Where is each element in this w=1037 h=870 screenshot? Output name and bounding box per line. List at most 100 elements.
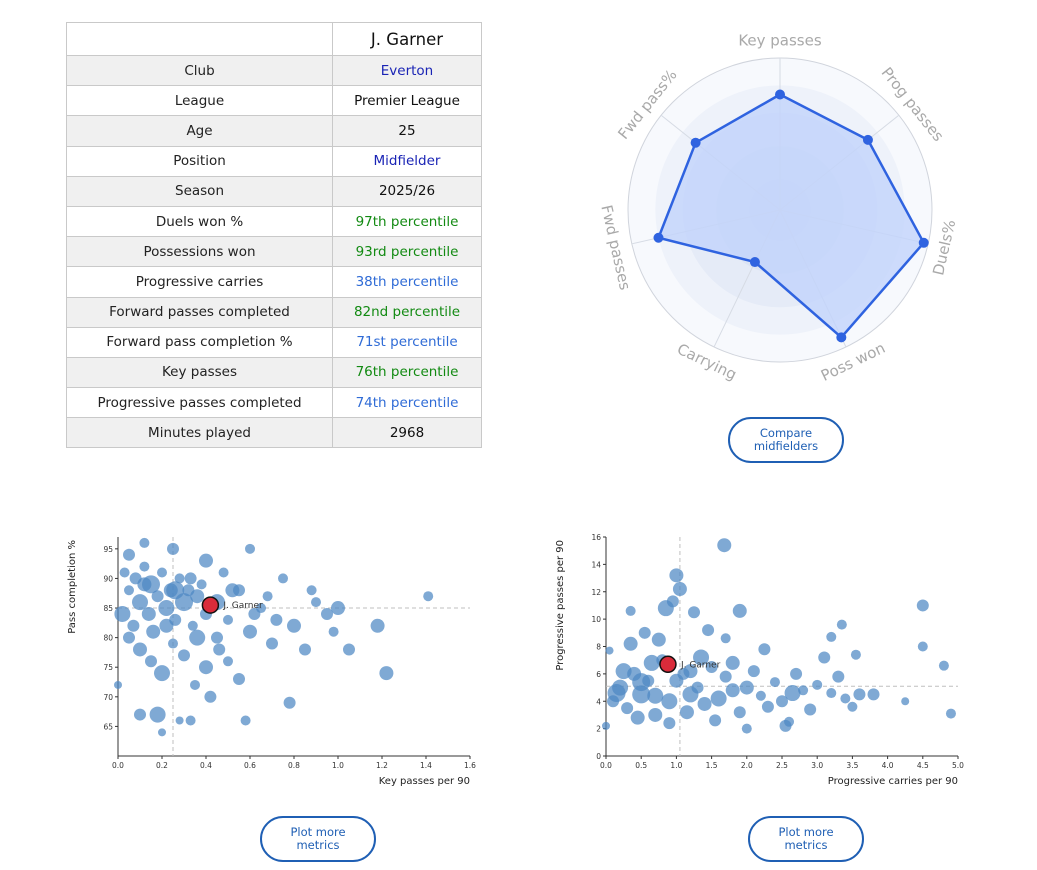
- scatter-point[interactable]: [328, 626, 339, 637]
- scatter-point[interactable]: [938, 660, 949, 671]
- scatter-point[interactable]: [299, 643, 311, 656]
- scatter-point[interactable]: [679, 705, 694, 720]
- scatter-point[interactable]: [720, 633, 731, 644]
- radar-point-carrying[interactable]: [749, 257, 760, 268]
- scatter-point[interactable]: [119, 567, 130, 578]
- scatter-point[interactable]: [196, 579, 207, 590]
- scatter-point[interactable]: [190, 679, 200, 690]
- scatter-point[interactable]: [840, 693, 851, 704]
- scatter-point[interactable]: [306, 585, 317, 596]
- scatter-point[interactable]: [826, 688, 837, 699]
- scatter-point[interactable]: [651, 632, 666, 647]
- row-value[interactable]: Everton: [332, 54, 482, 87]
- scatter-point[interactable]: [245, 543, 255, 554]
- scatter-point[interactable]: [758, 643, 771, 656]
- compare-midfielders-button[interactable]: Compare midfielders: [728, 417, 844, 463]
- scatter-point[interactable]: [632, 673, 651, 692]
- scatter-point[interactable]: [145, 655, 157, 668]
- radar-point-fwd-passes[interactable]: [653, 232, 664, 243]
- highlight-point[interactable]: [201, 596, 220, 614]
- scatter-point[interactable]: [790, 667, 803, 680]
- scatter-point[interactable]: [114, 680, 122, 689]
- scatter-point[interactable]: [343, 643, 355, 656]
- scatter-point[interactable]: [262, 591, 273, 602]
- scatter-point[interactable]: [779, 719, 792, 732]
- scatter-point[interactable]: [832, 670, 845, 683]
- scatter-point[interactable]: [233, 673, 245, 686]
- scatter-point[interactable]: [240, 715, 251, 726]
- scatter-point[interactable]: [784, 685, 801, 702]
- scatter-point[interactable]: [159, 618, 174, 633]
- scatter-point[interactable]: [139, 561, 150, 572]
- scatter-point[interactable]: [672, 582, 687, 597]
- scatter-point[interactable]: [688, 606, 700, 619]
- radar-point-duels-[interactable]: [918, 237, 929, 248]
- scatter-point[interactable]: [733, 706, 746, 719]
- scatter-point[interactable]: [123, 548, 135, 561]
- scatter-point[interactable]: [602, 721, 610, 730]
- scatter-point[interactable]: [123, 631, 135, 644]
- scatter-point[interactable]: [168, 638, 178, 649]
- scatter-point[interactable]: [691, 681, 704, 694]
- scatter-point[interactable]: [630, 710, 645, 725]
- radar-point-prog-passes[interactable]: [862, 134, 873, 145]
- scatter-point[interactable]: [379, 666, 394, 681]
- scatter-point[interactable]: [266, 637, 278, 650]
- scatter-point[interactable]: [287, 618, 301, 633]
- scatter-point[interactable]: [755, 690, 766, 701]
- scatter-point[interactable]: [331, 601, 345, 616]
- scatter-point[interactable]: [725, 655, 740, 670]
- scatter-point[interactable]: [189, 629, 206, 646]
- scatter-point[interactable]: [124, 585, 134, 596]
- scatter-point[interactable]: [243, 624, 257, 639]
- scatter-point[interactable]: [663, 717, 676, 730]
- scatter-point[interactable]: [625, 605, 636, 616]
- scatter-point[interactable]: [311, 597, 321, 608]
- plot-more-metrics-button-1[interactable]: Plot more metrics: [260, 816, 376, 862]
- scatter-point[interactable]: [190, 589, 205, 604]
- scatter-point[interactable]: [158, 600, 175, 617]
- scatter-point[interactable]: [248, 607, 261, 620]
- radar-point-fwd-pass-[interactable]: [690, 137, 701, 148]
- scatter-point[interactable]: [146, 624, 161, 639]
- scatter-point[interactable]: [184, 572, 197, 585]
- scatter-point[interactable]: [648, 707, 663, 722]
- scatter-point[interactable]: [847, 701, 858, 712]
- scatter-point[interactable]: [747, 665, 760, 678]
- scatter-point[interactable]: [283, 696, 296, 709]
- scatter-point[interactable]: [278, 573, 288, 584]
- scatter-point[interactable]: [683, 664, 698, 679]
- scatter-point[interactable]: [225, 583, 240, 598]
- scatter-point[interactable]: [174, 573, 185, 584]
- scatter-point[interactable]: [804, 703, 817, 716]
- plot-more-metrics-button-2[interactable]: Plot more metrics: [748, 816, 864, 862]
- scatter-point[interactable]: [139, 537, 150, 548]
- scatter-point[interactable]: [185, 715, 196, 726]
- scatter-point[interactable]: [223, 614, 233, 625]
- scatter-point[interactable]: [270, 613, 283, 626]
- scatter-point[interactable]: [132, 594, 148, 611]
- scatter-point[interactable]: [213, 643, 226, 656]
- scatter-point[interactable]: [632, 685, 651, 704]
- scatter-point[interactable]: [945, 708, 956, 719]
- scatter-point[interactable]: [741, 723, 752, 734]
- scatter-point[interactable]: [798, 685, 809, 696]
- scatter-point[interactable]: [638, 626, 651, 639]
- scatter-point[interactable]: [916, 599, 929, 612]
- scatter-point[interactable]: [818, 651, 831, 664]
- scatter-point[interactable]: [167, 542, 179, 555]
- scatter-point[interactable]: [853, 688, 866, 701]
- scatter-point[interactable]: [127, 619, 140, 632]
- scatter-point[interactable]: [211, 631, 223, 644]
- scatter-point[interactable]: [643, 654, 660, 671]
- scatter-point[interactable]: [204, 690, 217, 703]
- scatter-point[interactable]: [199, 553, 213, 568]
- scatter-point[interactable]: [175, 716, 184, 725]
- scatter-point[interactable]: [607, 684, 626, 703]
- highlight-point[interactable]: [659, 655, 677, 674]
- scatter-point[interactable]: [623, 636, 638, 651]
- scatter-point[interactable]: [709, 714, 722, 727]
- row-value[interactable]: Midfielder: [332, 145, 482, 177]
- scatter-point[interactable]: [621, 702, 634, 715]
- scatter-point[interactable]: [867, 688, 880, 701]
